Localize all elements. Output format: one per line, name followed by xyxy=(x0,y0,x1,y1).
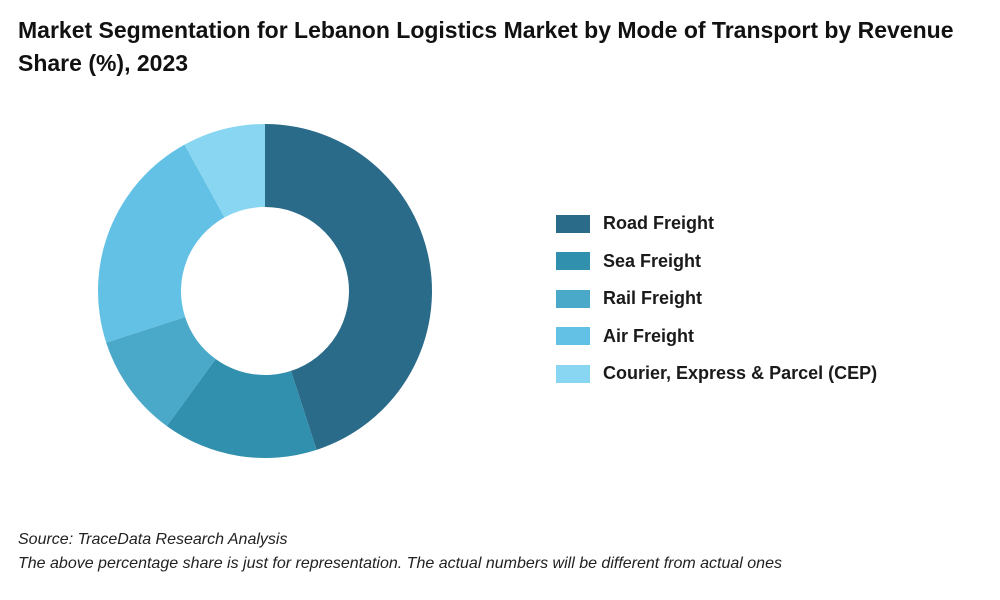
legend-label: Rail Freight xyxy=(603,288,703,309)
chart-legend: Road Freight Sea Freight Rail Freight Ai… xyxy=(556,205,877,393)
source-note: Source: TraceData Research Analysis xyxy=(18,531,288,548)
donut-slice-air-freight xyxy=(97,144,225,343)
legend-item-road-freight: Road Freight xyxy=(556,205,877,243)
legend-label: Courier, Express & Parcel (CEP) xyxy=(603,363,878,384)
donut-slice-sea-freight xyxy=(166,358,317,458)
donut-slice-rail-freight xyxy=(106,316,216,427)
legend-swatch xyxy=(556,252,590,271)
legend-label: Road Freight xyxy=(603,213,714,234)
legend-swatch xyxy=(556,364,590,383)
legend-item-air-freight: Air Freight xyxy=(556,318,877,356)
chart-footer: Source: TraceData Research Analysis The … xyxy=(18,528,782,576)
legend-label: Sea Freight xyxy=(603,250,702,271)
disclaimer-note: The above percentage share is just for r… xyxy=(18,555,782,572)
legend-swatch xyxy=(556,327,590,346)
donut-slices xyxy=(97,124,433,458)
legend-swatch xyxy=(556,289,590,308)
donut-slice-road-freight xyxy=(265,124,433,450)
legend-swatch xyxy=(556,214,590,233)
legend-item-cep: Courier, Express & Parcel (CEP) xyxy=(556,355,877,393)
legend-label: Air Freight xyxy=(603,325,695,346)
legend-item-sea-freight: Sea Freight xyxy=(556,243,877,281)
chart-title: Market Segmentation for Lebanon Logistic… xyxy=(18,17,954,76)
legend-item-rail-freight: Rail Freight xyxy=(556,280,877,318)
donut-slice-courier-express-parcel-cep xyxy=(184,124,265,218)
